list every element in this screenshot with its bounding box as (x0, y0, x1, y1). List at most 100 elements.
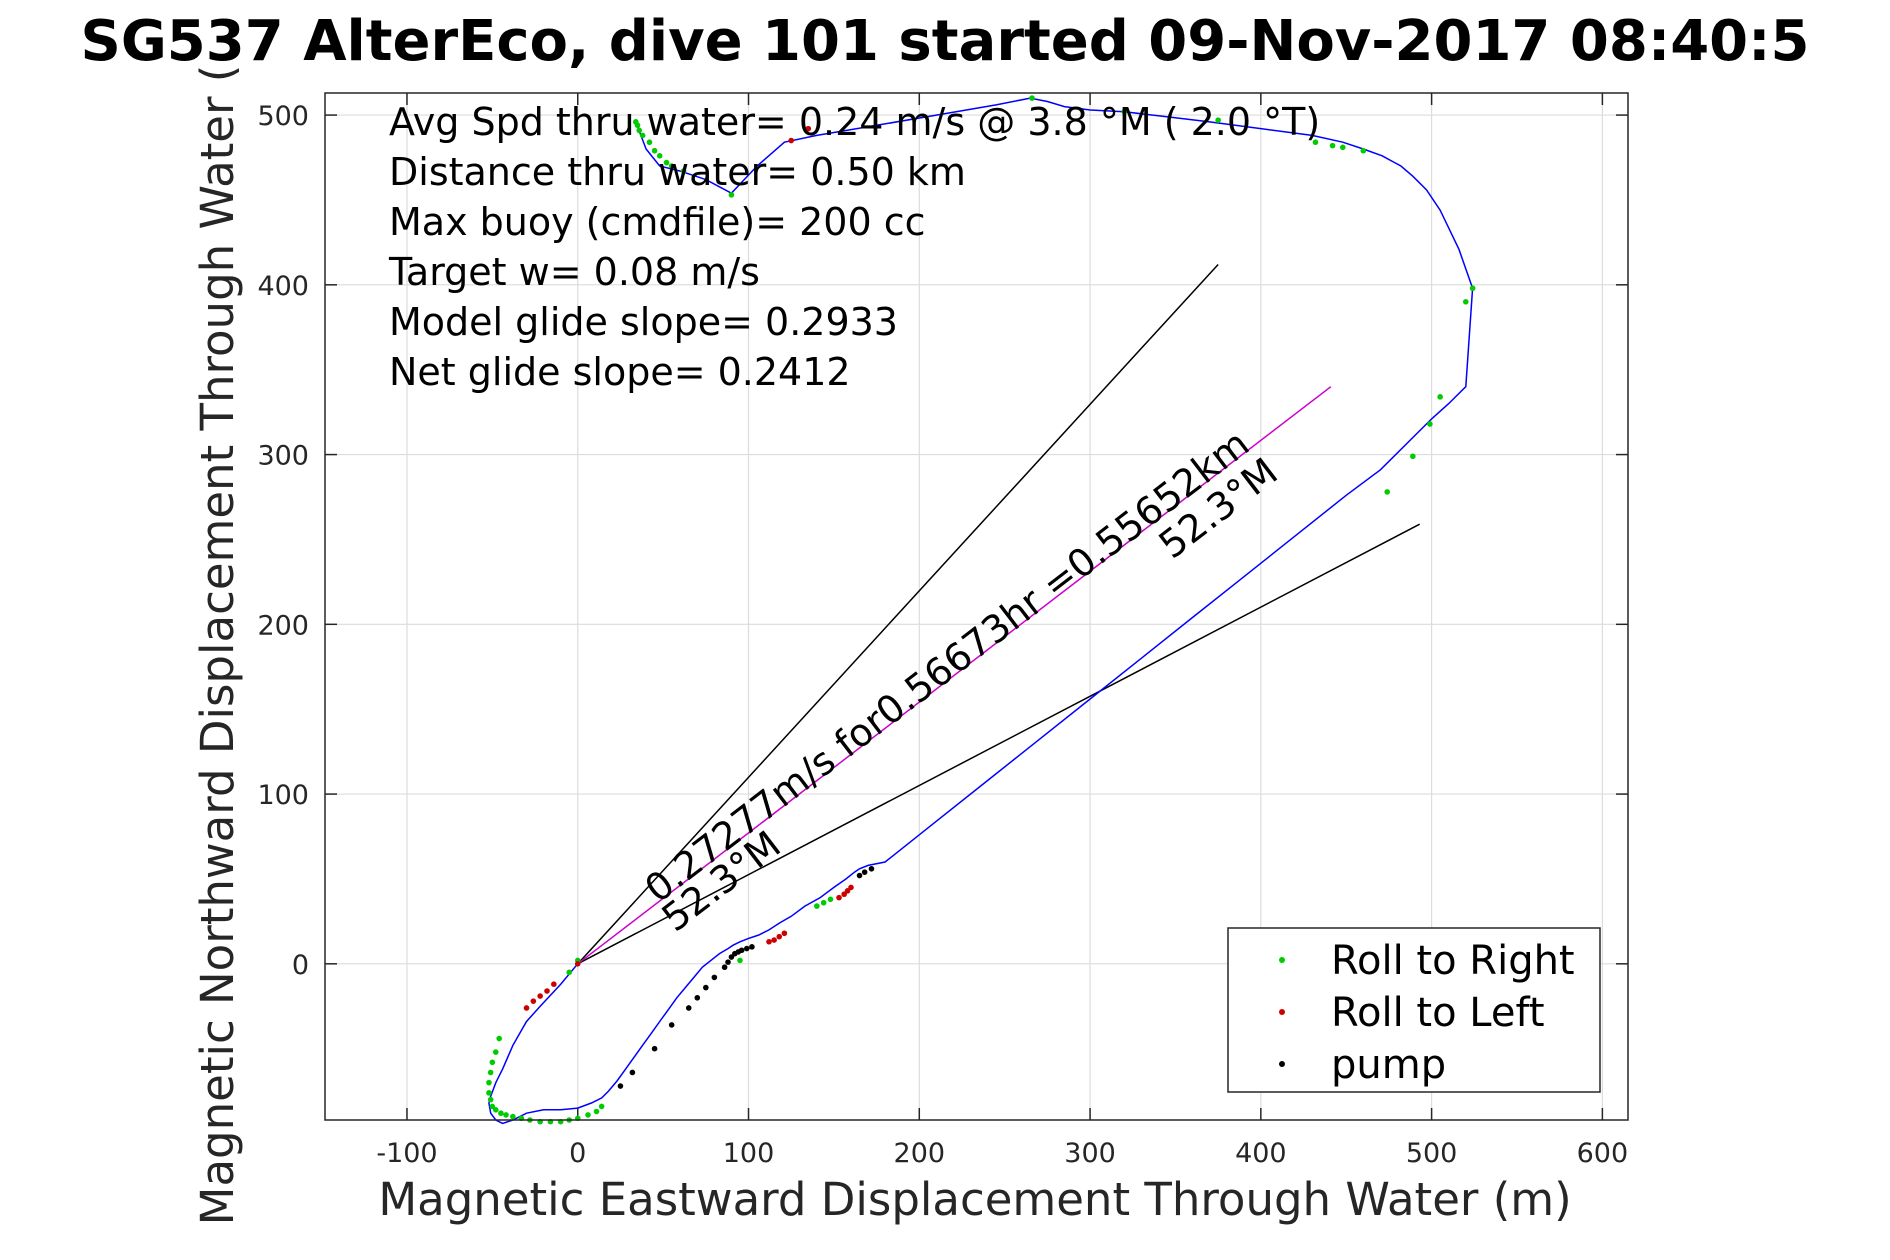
data-point (836, 894, 842, 901)
legend-label: pump (1331, 1042, 1446, 1088)
x-tick-label: 0 (569, 1138, 586, 1169)
data-point (737, 957, 743, 964)
data-point (487, 1096, 494, 1103)
legend-marker (1279, 1061, 1285, 1067)
data-point (629, 1069, 636, 1076)
data-point (510, 1113, 516, 1120)
data-point (827, 896, 834, 903)
data-point (856, 872, 863, 879)
data-point (1329, 142, 1336, 149)
x-tick-label: 200 (894, 1138, 946, 1169)
y-axis-label: Magnetic Northward Displacement Through … (191, 65, 244, 1226)
data-point (634, 122, 641, 129)
data-point (636, 127, 643, 134)
data-point (1340, 144, 1346, 151)
cone-line (577, 523, 1421, 965)
data-point (1462, 298, 1469, 305)
y-tick-label: 400 (257, 271, 309, 302)
data-point (498, 1110, 504, 1117)
x-tick-label: 400 (1235, 1138, 1287, 1169)
legend-box (1227, 927, 1601, 1093)
data-point (685, 1005, 692, 1011)
data-point (489, 1103, 496, 1110)
grid-lines (325, 93, 1628, 1120)
data-point (848, 884, 854, 891)
data-point (1360, 147, 1367, 154)
data-point (598, 1103, 605, 1110)
legend: Roll to Right Roll to Left pump (1227, 927, 1601, 1093)
data-point (861, 869, 868, 875)
tick-labels: -100 0 100 200 300 400 500 600 0 100 200 300 400 500 (257, 101, 1628, 1169)
data-point (788, 137, 795, 144)
data-point (537, 993, 543, 999)
y-tick-label: 100 (257, 780, 309, 811)
legend-marker (1279, 1009, 1285, 1015)
data-point (749, 944, 755, 950)
cone-line (577, 263, 1219, 965)
data-point (703, 984, 709, 991)
data-point (1312, 139, 1319, 146)
data-point (617, 1083, 624, 1089)
x-tick-label: 600 (1577, 1138, 1629, 1169)
data-point (776, 933, 783, 940)
data-point (1427, 421, 1433, 427)
data-point (487, 1069, 494, 1076)
x-tick-label: -100 (376, 1138, 437, 1169)
data-point (725, 959, 731, 965)
heading-line (577, 386, 1332, 965)
annotation-line: Distance thru water= 0.50 km (389, 150, 966, 194)
x-tick-label: 100 (723, 1138, 775, 1169)
y-tick-label: 0 (292, 950, 309, 981)
data-point (805, 125, 812, 132)
data-point (639, 132, 646, 139)
data-point (1469, 285, 1476, 292)
data-point (1029, 95, 1035, 101)
data-point (492, 1107, 499, 1113)
data-point (486, 1090, 492, 1096)
data-point (1384, 489, 1391, 495)
data-point (771, 937, 777, 943)
data-point (585, 1112, 591, 1118)
data-point (523, 1005, 530, 1011)
data-point (781, 930, 788, 937)
data-point (694, 994, 701, 1001)
axis-ticks (325, 93, 1628, 1120)
data-point (814, 903, 820, 909)
data-point (1215, 117, 1221, 123)
data-point (651, 147, 658, 154)
data-point (663, 159, 670, 166)
data-point (728, 192, 735, 198)
annotation-line: Max buoy (cmdfile)= 200 cc (389, 200, 926, 244)
data-point (721, 964, 728, 971)
x-tick-label: 500 (1406, 1138, 1458, 1169)
y-tick-label: 300 (257, 441, 309, 472)
data-point (486, 1079, 492, 1086)
data-point (492, 1049, 499, 1055)
data-point (844, 888, 851, 894)
series-pump (617, 865, 875, 1089)
data-layer (486, 95, 1476, 1125)
data-point (503, 1112, 509, 1118)
data-point (593, 1108, 600, 1115)
info-annotations: Avg Spd thru water= 0.24 m/s @ 3.8 °M ( … (388, 100, 1320, 394)
data-point (868, 865, 875, 872)
data-point (646, 139, 653, 146)
data-point (728, 954, 735, 960)
data-point (680, 168, 687, 174)
data-point (1437, 394, 1443, 400)
data-point (766, 938, 772, 945)
legend-label: Roll to Left (1331, 990, 1545, 1036)
annotation-line: Avg Spd thru water= 0.24 m/s @ 3.8 °M ( … (389, 100, 1320, 144)
annotation-line: Target w= 0.08 m/s (388, 250, 760, 294)
data-point (1121, 108, 1128, 115)
data-point (566, 969, 573, 976)
annotation-line: Model glide slope= 0.2933 (389, 300, 898, 344)
y-tick-label: 200 (257, 610, 309, 641)
plot-frame (324, 92, 1629, 1121)
annotation-line: Net glide slope= 0.2412 (389, 350, 851, 394)
data-point (744, 945, 750, 952)
series-roll-to-left (523, 125, 854, 1011)
data-point (668, 1022, 675, 1028)
data-point (1410, 453, 1416, 460)
